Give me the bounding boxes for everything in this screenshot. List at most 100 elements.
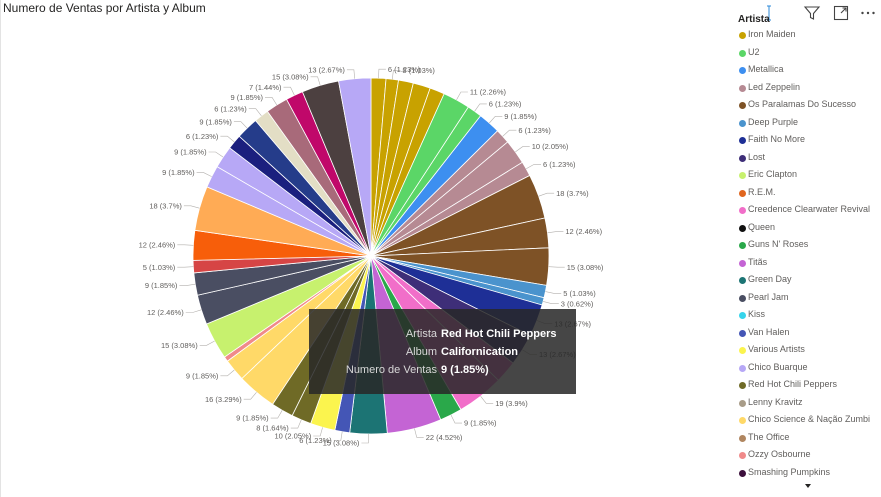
legend-marker — [739, 49, 746, 57]
legend-item[interactable]: Lenny Kravitz — [738, 396, 881, 414]
legend-item[interactable]: Smashing Pumpkins — [738, 466, 881, 484]
leader-line — [526, 164, 541, 170]
legend-label: Van Halen — [748, 326, 790, 337]
slice-data-label: 10 (2.05%) — [532, 142, 569, 151]
legend-marker — [739, 294, 746, 302]
tooltip-row-numero-de-ventas: Numero de Ventas 9 (1.85%) — [309, 364, 576, 381]
legend-label: Lenny Kravitz — [748, 396, 803, 407]
legend-scroll-down-icon[interactable] — [805, 484, 811, 488]
leader-line — [502, 129, 517, 137]
legend-label: Guns N' Roses — [748, 239, 809, 249]
legend-label: U2 — [748, 46, 760, 57]
legend-item[interactable]: Metallica — [738, 63, 881, 81]
legend-item[interactable]: Queen — [738, 221, 881, 239]
legend-marker — [739, 137, 746, 144]
slice-data-label: 9 (1.85%) — [199, 117, 232, 126]
legend-item[interactable]: Kiss — [738, 308, 881, 326]
legend-marker — [739, 347, 746, 354]
legend-label: Titãs — [748, 256, 768, 267]
legend-item[interactable]: Os Paralamas Do Sucesso — [738, 98, 881, 116]
legend-label: Lost — [748, 151, 766, 162]
leader-line — [378, 68, 386, 79]
slice-data-label: 12 (2.46%) — [147, 308, 184, 317]
legend-marker — [739, 364, 746, 372]
legend-marker — [739, 172, 746, 179]
legend-item[interactable]: Red Hot Chili Peppers — [738, 378, 881, 396]
legend-item[interactable]: Titãs — [738, 256, 881, 274]
leader-line — [248, 108, 262, 116]
legend-item[interactable]: Van Halen — [738, 326, 881, 344]
slice-data-label: 6 (1.23%) — [543, 160, 576, 169]
leader-line — [538, 192, 555, 197]
slice-data-label: 7 (1.44%) — [249, 83, 282, 92]
more-options-icon[interactable] — [859, 4, 877, 22]
legend-item[interactable]: Creedence Clearwater Revival — [738, 203, 881, 221]
legend-item[interactable]: Lost — [738, 151, 881, 169]
slice-data-label: 9 (1.85%) — [174, 148, 207, 157]
legend-item[interactable]: Ozzy Osbourne — [738, 448, 881, 466]
legend-label: R.E.M. — [748, 186, 776, 197]
slice-data-label: 9 (1.85%) — [236, 414, 269, 423]
legend-item[interactable]: Chico Buarque — [738, 361, 881, 379]
focus-mode-icon[interactable] — [832, 4, 850, 22]
slice-data-label: 6 (1.23%) — [489, 100, 522, 109]
legend-item[interactable]: Led Zeppelin — [738, 81, 881, 99]
legend-label: Eric Clapton — [748, 169, 798, 179]
legend-marker — [739, 32, 746, 39]
slice-data-label: 5 (1.03%) — [402, 66, 435, 75]
leader-line — [283, 86, 295, 96]
leader-line — [290, 419, 302, 429]
leader-line — [548, 266, 565, 268]
leader-line — [392, 70, 401, 80]
slice-data-label: 6 (1.23%) — [299, 436, 332, 445]
legend-item[interactable]: Pearl Jam — [738, 291, 881, 309]
legend-marker — [739, 207, 746, 214]
slice-data-label: 9 (1.85%) — [464, 419, 497, 428]
leader-line — [220, 369, 235, 377]
legend-marker — [739, 119, 746, 127]
filter-icon[interactable] — [803, 4, 821, 22]
legend-item[interactable]: The Office — [738, 431, 881, 449]
legend-label: Deep Purple — [748, 116, 799, 127]
legend-item[interactable]: Iron Maiden — [738, 28, 881, 46]
leader-line — [547, 231, 564, 234]
legend-item[interactable]: Guns N' Roses — [738, 238, 881, 256]
legend-item[interactable]: Chico Science & Nação Zumbi — [738, 413, 881, 431]
slice-data-label: 5 (1.03%) — [143, 263, 176, 272]
leader-line — [270, 410, 283, 419]
legend-item[interactable]: Various Artists — [738, 343, 881, 361]
legend-marker — [739, 102, 746, 109]
leader-line — [474, 103, 487, 112]
tooltip-value: Californication — [441, 346, 519, 358]
pie-slice[interactable] — [338, 77, 372, 257]
legend-label: The Office — [748, 431, 790, 442]
leader-line — [196, 172, 212, 177]
legend-item[interactable]: R.E.M. — [738, 186, 881, 204]
slice-data-label: 12 (2.46%) — [565, 227, 602, 236]
tooltip-key: Numero de Ventas — [345, 364, 437, 376]
legend-marker — [739, 242, 746, 249]
leader-line — [489, 116, 503, 124]
slice-data-label: 15 (3.08%) — [272, 72, 309, 81]
legend: Artista Iron Maiden U2 Metallica Led Zeppel… — [738, 14, 881, 483]
legend-items: Iron Maiden U2 Metallica Led Zeppelin Os Par… — [738, 28, 881, 483]
legend-item[interactable]: U2 — [738, 46, 881, 64]
tooltip-key: Artista — [405, 328, 437, 340]
pie-leader-lines — [177, 68, 565, 444]
leader-line — [177, 244, 194, 246]
legend-item[interactable]: Faith No More — [738, 133, 881, 151]
leader-line — [450, 414, 462, 424]
legend-marker — [739, 67, 746, 74]
tooltip-key: Album — [405, 346, 437, 358]
legend-item[interactable]: Eric Clapton — [738, 168, 881, 186]
legend-label: Various Artists — [748, 344, 805, 354]
slice-data-label: 9 (1.85%) — [504, 112, 537, 121]
leader-line — [480, 396, 494, 404]
legend-item[interactable]: Deep Purple — [738, 116, 881, 134]
legend-marker — [739, 417, 746, 424]
legend-item[interactable]: Green Day — [738, 273, 881, 291]
leader-line — [333, 431, 343, 441]
legend-marker — [739, 469, 746, 477]
slice-data-label: 9 (1.85%) — [230, 93, 263, 102]
